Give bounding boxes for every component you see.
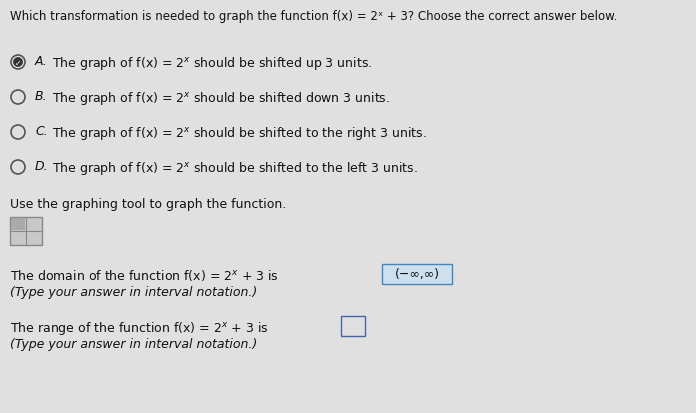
Text: C.: C. [35, 125, 48, 138]
Text: The range of the function f(x) = 2$^x$ + 3 is: The range of the function f(x) = 2$^x$ +… [10, 319, 269, 336]
Text: Which transformation is needed to graph the function f(x) = 2ˣ + 3? Choose the c: Which transformation is needed to graph … [10, 10, 617, 23]
Text: ✓: ✓ [15, 58, 21, 67]
Text: The graph of f(x) = 2$^x$ should be shifted to the left 3 units.: The graph of f(x) = 2$^x$ should be shif… [52, 159, 418, 177]
FancyBboxPatch shape [10, 218, 42, 245]
Text: (Type your answer in interval notation.): (Type your answer in interval notation.) [10, 285, 258, 298]
FancyBboxPatch shape [382, 264, 452, 284]
Text: The graph of f(x) = 2$^x$ should be shifted down 3 units.: The graph of f(x) = 2$^x$ should be shif… [52, 90, 390, 107]
Text: (Type your answer in interval notation.): (Type your answer in interval notation.) [10, 337, 258, 350]
FancyBboxPatch shape [11, 218, 25, 230]
Circle shape [13, 58, 22, 67]
Text: A.: A. [35, 55, 48, 68]
Text: The domain of the function f(x) = 2$^x$ + 3 is: The domain of the function f(x) = 2$^x$ … [10, 267, 279, 282]
Text: (−∞,∞): (−∞,∞) [395, 268, 439, 281]
Text: B.: B. [35, 90, 47, 103]
Text: The graph of f(x) = 2$^x$ should be shifted up 3 units.: The graph of f(x) = 2$^x$ should be shif… [52, 55, 372, 72]
Text: The graph of f(x) = 2$^x$ should be shifted to the right 3 units.: The graph of f(x) = 2$^x$ should be shif… [52, 125, 427, 142]
Text: D.: D. [35, 159, 49, 173]
Text: Use the graphing tool to graph the function.: Use the graphing tool to graph the funct… [10, 197, 286, 211]
FancyBboxPatch shape [341, 316, 365, 336]
